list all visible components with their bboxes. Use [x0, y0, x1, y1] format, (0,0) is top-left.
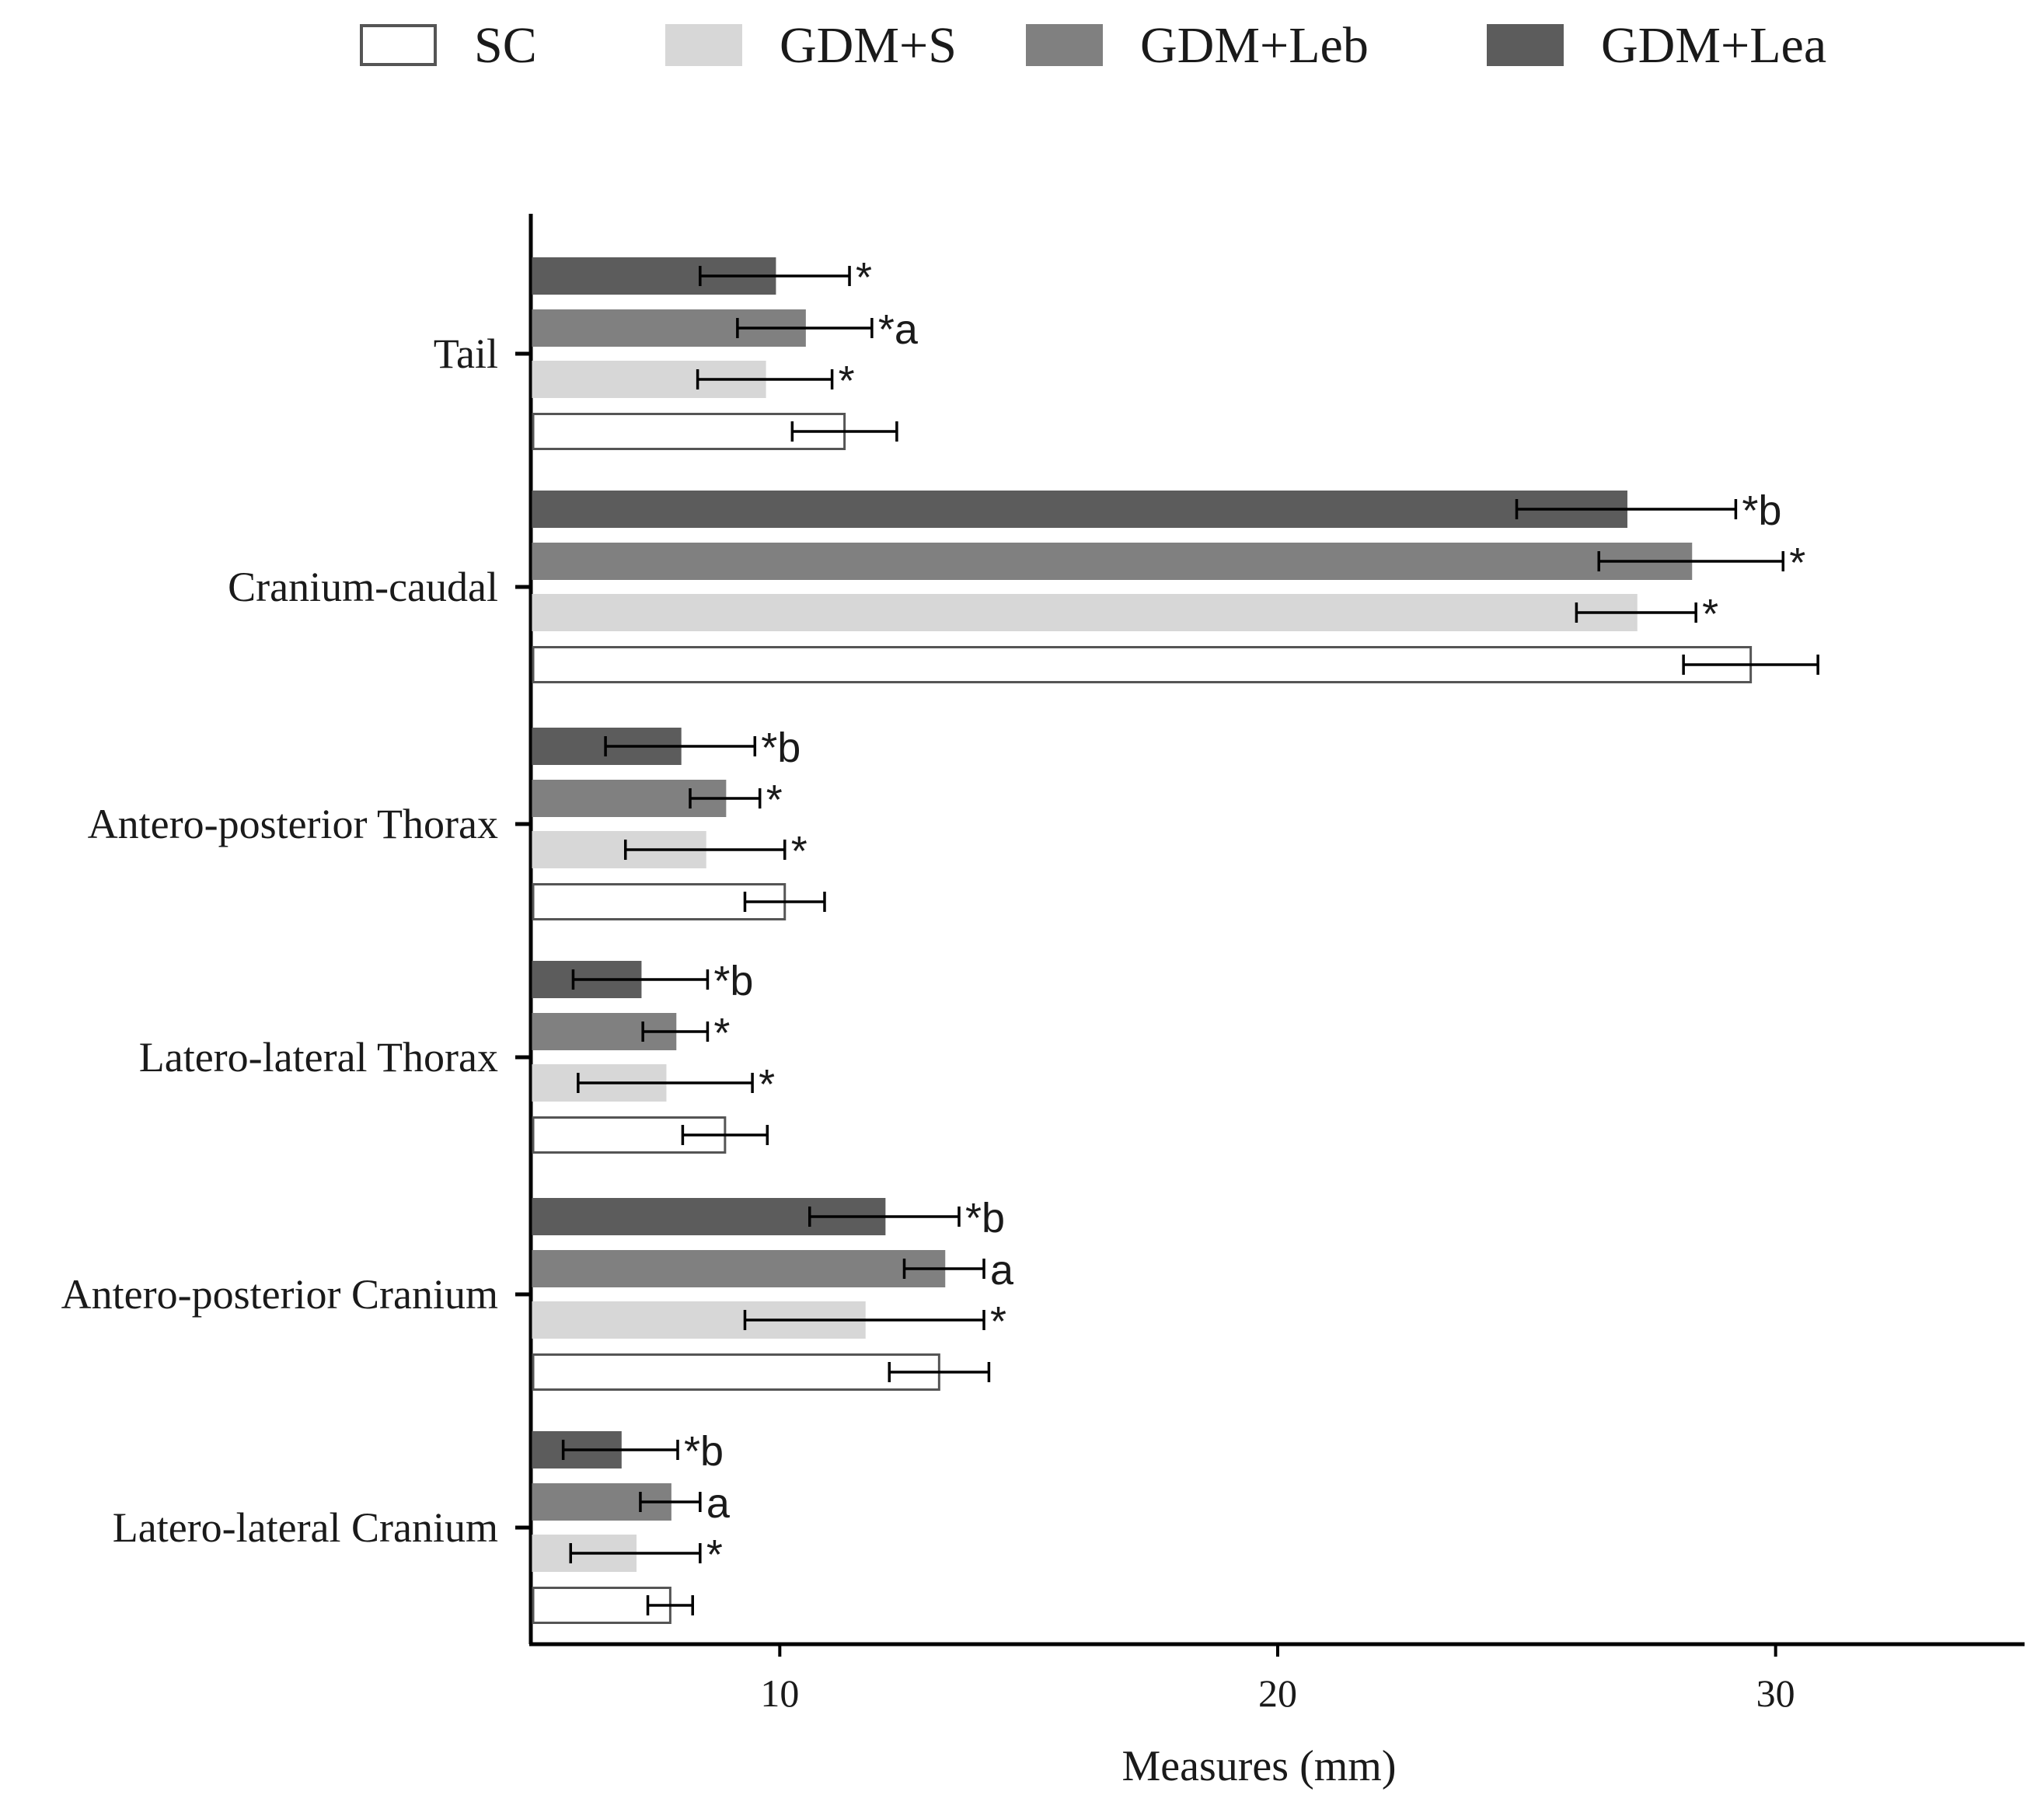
bar — [532, 543, 1693, 580]
significance-label: *b — [1742, 487, 1781, 534]
category-label: Cranium-caudal — [228, 564, 498, 610]
legend-swatch — [360, 24, 437, 66]
legend-label: GDM+Leb — [1140, 17, 1369, 74]
significance-label: * — [856, 254, 872, 301]
significance-label: * — [990, 1298, 1006, 1345]
legend-swatch — [1026, 24, 1103, 66]
bar — [532, 361, 766, 398]
legend-swatch — [665, 24, 742, 66]
category-label: Latero-lateral Thorax — [139, 1034, 498, 1081]
x-tick-label: 10 — [760, 1671, 799, 1715]
significance-label: a — [706, 1480, 731, 1527]
significance-label: * — [766, 777, 783, 823]
bar — [532, 1250, 946, 1287]
significance-label: * — [1702, 591, 1718, 637]
legend-label: GDM+Lea — [1601, 17, 1826, 74]
category-label: Latero-lateral Cranium — [113, 1504, 498, 1551]
plot-area: 10 20 30 Tail Cranium-caudal Antero-posterior… — [61, 214, 2025, 1715]
bar — [532, 1353, 940, 1391]
significance-label: * — [1789, 540, 1805, 586]
category-label: Antero-posterior Cranium — [61, 1271, 498, 1318]
legend: SC GDM+S GDM+Leb GDM+Lea — [360, 17, 1826, 74]
category-label: Antero-posterior Thorax — [88, 801, 498, 847]
bar — [532, 491, 1627, 528]
x-tick-label: 30 — [1756, 1671, 1795, 1715]
legend-swatch — [1487, 24, 1564, 66]
legend-label: SC — [474, 17, 537, 74]
bar — [532, 1483, 671, 1521]
x-axis-title: Measures (mm) — [1121, 1742, 1396, 1790]
significance-label: * — [706, 1531, 723, 1578]
significance-label: * — [791, 828, 807, 875]
significance-label: *b — [684, 1428, 724, 1475]
significance-label: *b — [965, 1195, 1005, 1241]
bar — [532, 646, 1753, 683]
significance-label: * — [759, 1061, 775, 1108]
significance-label: * — [839, 358, 855, 404]
significance-label: a — [990, 1247, 1014, 1294]
bar — [532, 309, 806, 347]
bar — [532, 1587, 671, 1624]
category-label: Tail — [434, 330, 498, 377]
legend-label: GDM+S — [780, 17, 957, 74]
x-tick-label: 20 — [1258, 1671, 1297, 1715]
significance-label: * — [713, 1010, 730, 1056]
significance-label: *a — [878, 306, 919, 353]
significance-label: *b — [761, 725, 801, 771]
significance-label: *b — [713, 958, 753, 1004]
bar — [532, 594, 1638, 631]
